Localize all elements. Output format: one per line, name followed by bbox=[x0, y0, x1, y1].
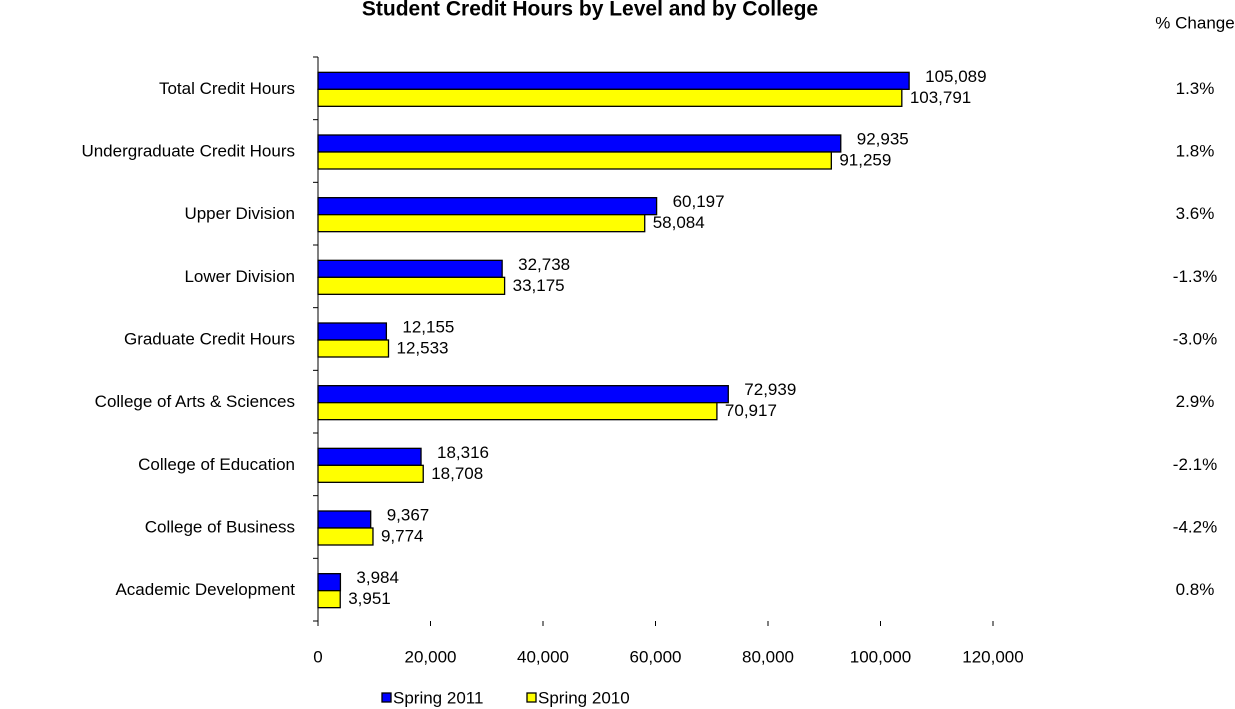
bar bbox=[317, 322, 388, 341]
category-label: Undergraduate Credit Hours bbox=[81, 141, 295, 160]
category-label: Academic Development bbox=[115, 580, 295, 599]
value-label: 3,951 bbox=[348, 589, 391, 608]
value-label: 103,791 bbox=[910, 88, 971, 107]
bar bbox=[317, 527, 374, 546]
value-label: 33,175 bbox=[513, 276, 565, 295]
x-tick-label: 60,000 bbox=[630, 647, 682, 666]
x-tick-label: 100,000 bbox=[850, 647, 911, 666]
bar bbox=[317, 510, 372, 529]
legend-label: Spring 2010 bbox=[538, 688, 630, 707]
chart-title: Student Credit Hours by Level and by Col… bbox=[362, 0, 818, 21]
value-label: 72,939 bbox=[744, 380, 796, 399]
change-label: 3.6% bbox=[1176, 204, 1215, 223]
bar bbox=[317, 339, 390, 358]
x-tick-label: 0 bbox=[313, 647, 322, 666]
change-label: 2.9% bbox=[1176, 392, 1215, 411]
legend-label: Spring 2011 bbox=[393, 688, 483, 707]
category-label: Graduate Credit Hours bbox=[124, 329, 295, 348]
value-label: 70,917 bbox=[725, 401, 777, 420]
value-label: 9,367 bbox=[387, 505, 430, 524]
change-header: % Change bbox=[1155, 13, 1234, 32]
value-label: 18,316 bbox=[437, 443, 489, 462]
x-tick-label: 80,000 bbox=[742, 647, 794, 666]
value-label: 105,089 bbox=[925, 67, 986, 86]
category-label: College of Business bbox=[145, 517, 295, 536]
category-label: Total Credit Hours bbox=[159, 79, 295, 98]
change-label: -3.0% bbox=[1173, 329, 1217, 348]
value-label: 3,984 bbox=[356, 568, 399, 587]
legend-swatch bbox=[381, 692, 392, 703]
x-tick-label: 40,000 bbox=[517, 647, 569, 666]
value-label: 18,708 bbox=[431, 464, 483, 483]
bar bbox=[317, 259, 503, 278]
value-label: 58,084 bbox=[653, 213, 705, 232]
value-label: 91,259 bbox=[839, 150, 891, 169]
x-tick-label: 20,000 bbox=[405, 647, 457, 666]
bar bbox=[317, 402, 718, 421]
value-label: 92,935 bbox=[857, 129, 909, 148]
category-label: Lower Division bbox=[184, 267, 295, 286]
bar bbox=[317, 590, 341, 609]
bar bbox=[317, 197, 658, 216]
bar bbox=[317, 385, 729, 404]
category-label: Upper Division bbox=[184, 204, 295, 223]
category-label: College of Education bbox=[138, 455, 295, 474]
change-label: -2.1% bbox=[1173, 455, 1217, 474]
change-label: 0.8% bbox=[1176, 580, 1215, 599]
value-label: 9,774 bbox=[381, 526, 424, 545]
change-label: 1.8% bbox=[1176, 141, 1215, 160]
bar bbox=[317, 214, 646, 233]
legend-swatch bbox=[526, 692, 537, 703]
bar bbox=[317, 464, 424, 483]
bar bbox=[317, 573, 342, 592]
bar bbox=[317, 447, 422, 466]
bar bbox=[317, 88, 903, 107]
value-label: 32,738 bbox=[518, 255, 570, 274]
change-label: -4.2% bbox=[1173, 517, 1217, 536]
change-label: 1.3% bbox=[1176, 79, 1215, 98]
category-label: College of Arts & Sciences bbox=[95, 392, 295, 411]
bar bbox=[317, 151, 832, 170]
x-tick-label: 120,000 bbox=[962, 647, 1023, 666]
bar bbox=[317, 134, 842, 153]
value-label: 60,197 bbox=[673, 192, 725, 211]
value-label: 12,533 bbox=[396, 338, 448, 357]
change-label: -1.3% bbox=[1173, 267, 1217, 286]
bar bbox=[317, 71, 910, 90]
bar bbox=[317, 276, 506, 295]
value-label: 12,155 bbox=[402, 317, 454, 336]
